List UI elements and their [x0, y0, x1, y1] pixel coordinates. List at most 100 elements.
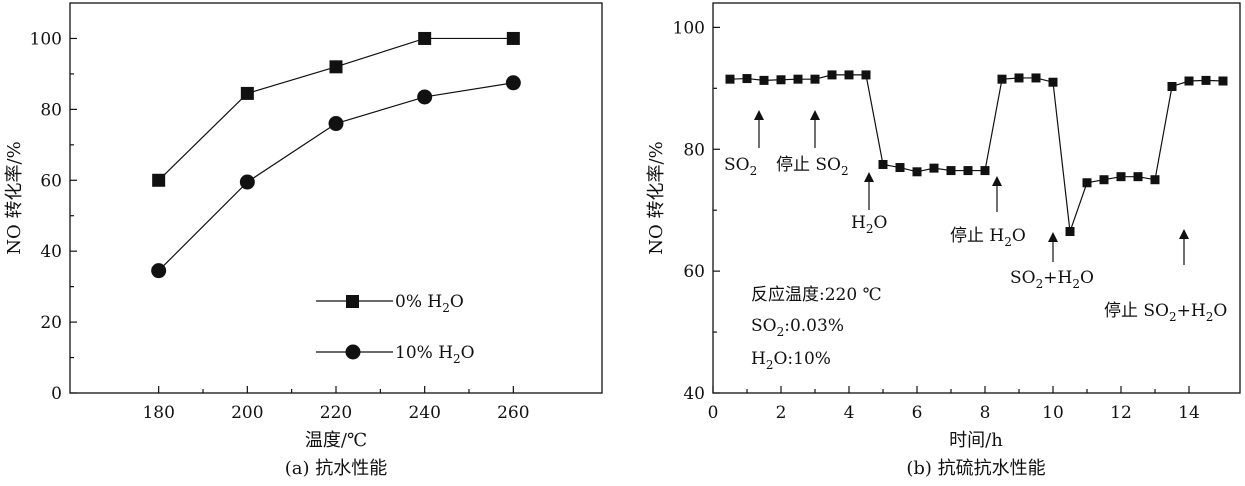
data-point-square [1014, 73, 1024, 83]
x-tick-label: 14 [1178, 403, 1200, 423]
chart-a: 0 20 40 60 80 100 180 200 220 240 260 0% H2O 10% … [4, 2, 603, 479]
data-point-square [1099, 175, 1109, 185]
y-tick-label: 80 [40, 100, 62, 120]
x-tick-label: 10 [1042, 403, 1064, 423]
data-point-square [963, 166, 973, 176]
arrow-stop-so2-head [810, 110, 820, 120]
y-tick-label: 80 [683, 140, 705, 160]
data-point-square [895, 163, 905, 173]
data-point-square [844, 70, 854, 80]
data-point-square [1167, 81, 1177, 91]
y-tick-label: 60 [683, 262, 705, 282]
arrow-stop-so2-h2o-head [1179, 229, 1189, 239]
data-point-square [1184, 76, 1194, 86]
chart-a-caption: (a) 抗水性能 [285, 458, 388, 479]
x-tick-label: 0 [708, 403, 719, 423]
x-tick-label: 200 [231, 403, 263, 423]
legend-marker-circle [345, 344, 361, 360]
data-point-square [418, 31, 432, 45]
x-tick-label: 8 [980, 403, 991, 423]
chart-b-conditions: 反应温度:220 ℃ SO2:0.03% H2O:10% [751, 285, 882, 372]
chart-b-annotations: SO2 停止 SO2 H2O 停止 H2O SO2+H2O 停止 SO2+H2O [724, 110, 1227, 324]
x-tick-label: 220 [320, 403, 352, 423]
arrow-so2-head [754, 110, 764, 120]
data-point-square [152, 173, 166, 187]
arrow-stop-h2o-head [992, 176, 1002, 186]
chart-a-x-label: 温度/℃ [305, 430, 367, 451]
chart-b-y-label: NO 转化率/% [646, 141, 667, 254]
data-point-square [329, 60, 343, 74]
data-point-circle [505, 75, 521, 91]
legend-label-0: 0% H2O [395, 292, 464, 315]
arrow-so2-h2o-head [1048, 232, 1058, 242]
data-point-square [725, 74, 735, 84]
data-point-square [827, 70, 837, 80]
y-tick-label: 0 [51, 384, 62, 404]
data-point-square [759, 75, 769, 85]
data-point-square [980, 166, 990, 176]
data-point-square [1082, 178, 1092, 188]
data-point-square [861, 70, 871, 80]
condition-so2: SO2:0.03% [751, 316, 844, 339]
series-line-0 [729, 74, 1224, 232]
y-tick-label: 100 [673, 18, 705, 38]
data-point-circle [239, 174, 255, 190]
data-point-square [793, 74, 803, 84]
data-point-square [1048, 77, 1058, 87]
arrow-h2o-head [864, 172, 874, 182]
condition-temperature: 反应温度:220 ℃ [751, 285, 882, 305]
y-tick-label: 40 [40, 242, 62, 262]
data-point-square [946, 166, 956, 176]
chart-a-series [151, 31, 521, 279]
chart-a-x-ticks: 180 200 220 240 260 [142, 386, 530, 423]
data-point-square [1150, 175, 1160, 185]
x-tick-label: 240 [408, 403, 440, 423]
series-line-1 [158, 82, 514, 272]
annot-so2: SO2 [724, 155, 757, 178]
x-tick-label: 2 [776, 403, 787, 423]
data-point-square [929, 163, 939, 173]
chart-b-series [725, 70, 1228, 237]
chart-b-x-label: 时间/h [949, 430, 1003, 451]
y-tick-label: 20 [40, 313, 62, 333]
y-tick-label: 40 [683, 384, 705, 404]
data-point-square [810, 74, 820, 84]
data-point-square [506, 31, 520, 45]
chart-a-legend: 0% H2O 10% H2O [316, 292, 475, 366]
data-point-square [240, 86, 254, 100]
chart-b-x-ticks: 0 2 4 6 8 10 12 14 [708, 386, 1200, 423]
data-point-circle [151, 263, 167, 279]
annot-stop-h2o: 停止 H2O [950, 226, 1026, 249]
condition-h2o: H2O:10% [751, 349, 831, 372]
annot-stop-so2: 停止 SO2 [776, 155, 849, 178]
data-point-square [776, 75, 786, 85]
data-point-square [742, 74, 752, 84]
chart-b-caption: (b) 抗硫抗水性能 [906, 458, 1045, 479]
data-point-square [997, 74, 1007, 84]
y-tick-label: 60 [40, 171, 62, 191]
x-tick-label: 260 [497, 403, 529, 423]
chart-a-y-label: NO 转化率/% [4, 141, 25, 254]
y-tick-label: 100 [30, 29, 62, 49]
data-point-square [1218, 76, 1228, 86]
chart-b-plot-frame [712, 2, 1241, 394]
data-point-circle [328, 116, 344, 132]
annot-stop-so2-h2o: 停止 SO2+H2O [1104, 301, 1227, 324]
series-line-0 [158, 37, 514, 181]
x-tick-label: 6 [912, 403, 923, 423]
x-tick-label: 180 [142, 403, 174, 423]
data-point-square [1201, 75, 1211, 85]
data-point-square [1031, 73, 1041, 83]
chart-a-y-ticks: 0 20 40 60 80 100 [30, 29, 77, 404]
x-tick-label: 12 [1110, 403, 1132, 423]
chart-b-y-ticks: 40 60 80 100 [673, 18, 720, 404]
legend-marker-square [346, 295, 359, 308]
data-point-square [1133, 172, 1143, 182]
chart-b: 40 60 80 100 0 2 4 6 8 10 12 14 SO2 停止 SO2 H2O 停止 … [646, 2, 1241, 479]
data-point-square [1065, 227, 1075, 237]
data-point-circle [417, 89, 433, 105]
data-point-square [878, 159, 888, 169]
x-tick-label: 4 [844, 403, 855, 423]
legend-label-1: 10% H2O [395, 343, 475, 366]
